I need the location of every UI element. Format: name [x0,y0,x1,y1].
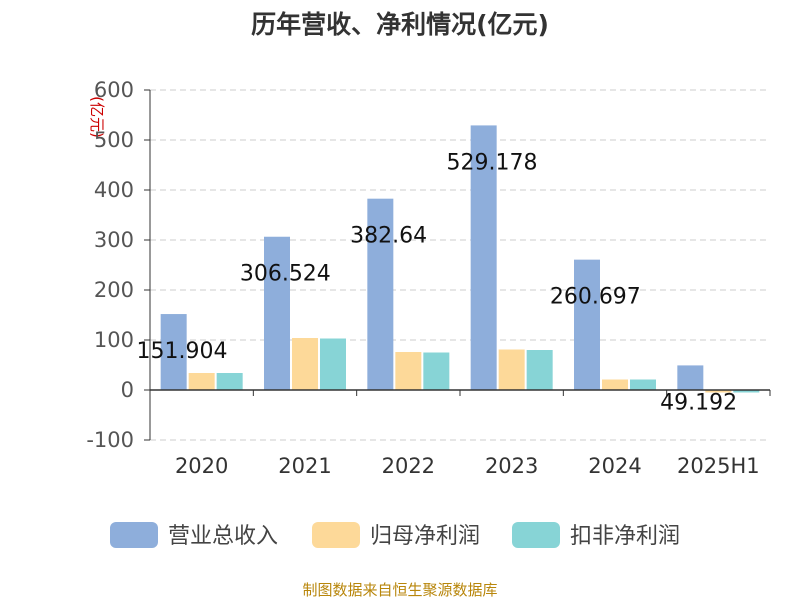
legend-swatch [512,522,560,548]
legend-label: 扣非净利润 [570,524,680,549]
bar-扣非净利润-2021[interactable] [320,338,346,391]
bars-layer [160,125,760,393]
x-category-label: 2020 [175,454,228,478]
y-tick-label: 500 [94,128,134,152]
axis-layer: 600 500 400 300 200 100 0 -100 2020 2021 2022 2023 2… [86,78,771,478]
bar-扣非净利润-2020[interactable] [216,373,243,390]
bar-营业总收入-2023[interactable] [470,125,497,390]
bar-营业总收入-2025H1[interactable] [677,365,704,390]
bar-扣非净利润-2022[interactable] [423,352,450,391]
x-category-label: 2021 [278,454,331,478]
legend-label: 营业总收入 [168,524,278,549]
data-label: 49.192 [660,390,737,415]
y-tick-label: 600 [94,78,134,102]
bar-扣非净利润-2023[interactable] [526,350,553,390]
legend-item-扣非净利润[interactable]: 扣非净利润 [512,522,680,549]
legend[interactable]: 营业总收入 归母净利润 扣非净利润 [110,522,680,549]
chart-title: 历年营收、净利情况(亿元) [251,10,549,39]
source-note: 制图数据来自恒生聚源数据库 [302,581,497,599]
bar-扣非净利润-2025H1[interactable] [733,390,760,393]
legend-swatch [312,522,360,548]
legend-item-归母净利润[interactable]: 归母净利润 [312,522,480,549]
bar-归母净利润-2024[interactable] [602,379,628,391]
x-category-label: 2025H1 [677,454,760,478]
legend-item-营业总收入[interactable]: 营业总收入 [110,522,278,549]
y-tick-label: 0 [121,378,134,402]
x-category-label: 2022 [382,454,435,478]
legend-swatch [110,522,158,548]
y-tick-label: 400 [94,178,134,202]
data-label: 529.178 [447,150,538,175]
data-label: 260.697 [550,285,641,310]
y-unit-label: (亿元) [88,96,106,138]
bar-扣非净利润-2024[interactable] [630,379,656,391]
bar-归母净利润-2020[interactable] [188,373,215,390]
y-tick-label: 200 [94,278,134,302]
bar-归母净利润-2022[interactable] [395,352,422,390]
bar-归母净利润-2023[interactable] [498,349,525,391]
y-tick-label: -100 [86,428,134,452]
bar-归母净利润-2025H1[interactable] [705,390,732,393]
labels-layer: 151.904 306.524 382.64 529.178 260.697 49.192 [137,150,738,415]
bar-营业总收入-2024[interactable] [574,259,600,390]
data-label: 151.904 [137,339,228,364]
bar-营业总收入-2022[interactable] [367,198,394,390]
bar-营业总收入-2020[interactable] [160,314,187,390]
legend-label: 归母净利润 [370,524,480,549]
bar-归母净利润-2021[interactable] [292,338,318,390]
bar-营业总收入-2021[interactable] [264,236,290,390]
data-label: 306.524 [240,262,331,287]
data-label: 382.64 [350,224,427,249]
x-category-label: 2024 [588,454,641,478]
x-category-label: 2023 [485,454,538,478]
y-tick-label: 100 [94,328,134,352]
y-tick-label: 300 [94,228,134,252]
